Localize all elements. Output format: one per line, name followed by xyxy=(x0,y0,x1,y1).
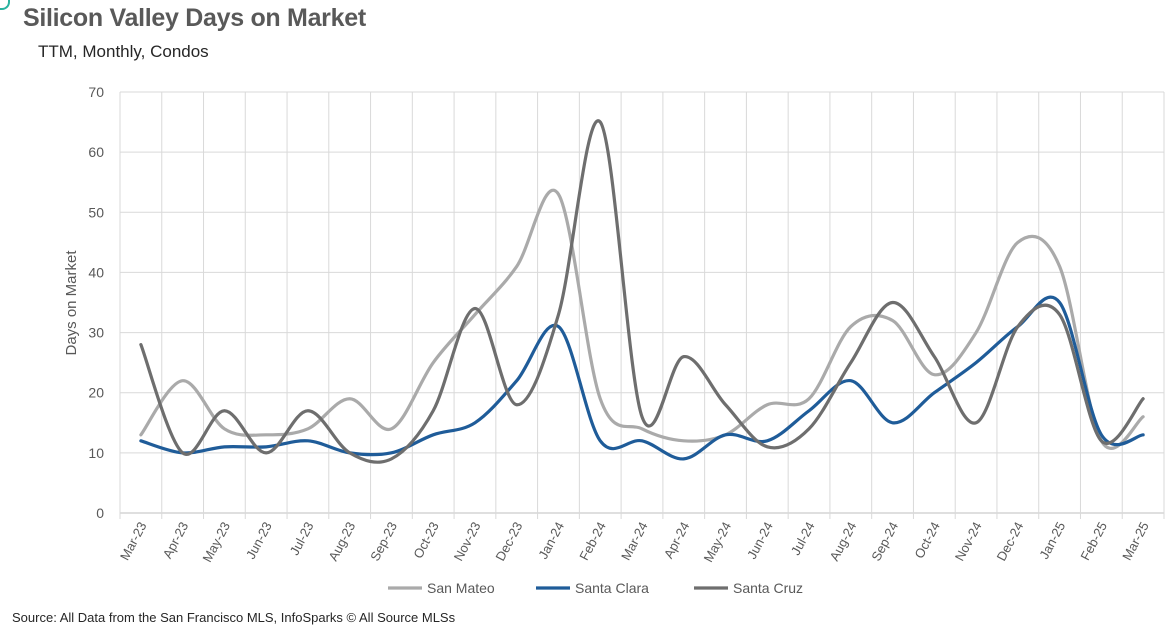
series-line-santa-clara xyxy=(139,295,1145,461)
x-tick-label: Feb-24 xyxy=(576,519,609,562)
series-lines xyxy=(139,119,1145,464)
y-tick-label: 60 xyxy=(88,144,104,160)
x-tick-label: Dec-24 xyxy=(994,519,1027,563)
series-line-san-mateo xyxy=(139,188,1145,450)
chart-title: Silicon Valley Days on Market xyxy=(23,4,366,32)
corner-accent-icon xyxy=(0,0,10,10)
x-tick-label: Jan-25 xyxy=(1036,519,1068,561)
x-tick-label: Apr-24 xyxy=(661,519,693,561)
source-note: Source: All Data from the San Francisco … xyxy=(12,610,456,625)
x-tick-label: Feb-25 xyxy=(1077,519,1110,562)
y-tick-label: 10 xyxy=(88,445,104,461)
gridlines xyxy=(119,91,1165,519)
x-tick-label: Nov-23 xyxy=(451,519,484,563)
legend-label: Santa Cruz xyxy=(733,580,803,596)
x-tick-label: May-23 xyxy=(199,519,233,564)
x-tick-label: May-24 xyxy=(701,519,735,564)
x-tick-label: Aug-24 xyxy=(827,519,860,563)
x-tick-label: Mar-24 xyxy=(618,519,651,562)
x-tick-label: Mar-23 xyxy=(117,519,150,562)
y-axis-title: Days on Market xyxy=(63,250,80,356)
y-tick-label: 20 xyxy=(88,385,104,401)
x-tick-label: Jul-24 xyxy=(788,519,818,557)
x-tick-label: Dec-23 xyxy=(492,519,525,563)
x-tick-label: Jul-23 xyxy=(287,519,317,557)
x-tick-label: Apr-23 xyxy=(160,519,192,561)
x-tick-label: Aug-23 xyxy=(325,519,358,563)
y-tick-label: 30 xyxy=(88,325,104,341)
x-tick-label: Sep-23 xyxy=(367,519,400,563)
legend-label: Santa Clara xyxy=(575,580,649,596)
y-tick-label: 70 xyxy=(88,84,104,100)
y-tick-label: 0 xyxy=(96,505,104,521)
y-tick-label: 40 xyxy=(88,264,104,280)
x-tick-label: Mar-25 xyxy=(1119,519,1152,562)
x-axis-ticks: Mar-23 Apr-23 May-23 Jun-23 Jul-23 Aug-23 Sep-… xyxy=(117,519,1152,564)
x-tick-label: Oct-23 xyxy=(410,519,442,560)
y-axis-ticks: 0 10 20 30 40 50 60 70 xyxy=(88,84,104,521)
legend: San Mateo Santa Clara Santa Cruz xyxy=(388,580,803,596)
x-tick-label: Oct-24 xyxy=(911,519,943,560)
x-tick-label: Jan-24 xyxy=(535,519,567,561)
x-tick-label: Nov-24 xyxy=(952,519,985,563)
x-tick-label: Jun-23 xyxy=(243,519,275,561)
chart-subtitle: TTM, Monthly, Condos xyxy=(38,42,209,61)
series-line-santa-cruz xyxy=(139,119,1145,464)
legend-label: San Mateo xyxy=(427,580,495,596)
x-tick-label: Sep-24 xyxy=(868,519,901,563)
x-tick-label: Jun-24 xyxy=(744,519,776,561)
y-tick-label: 50 xyxy=(88,204,104,220)
